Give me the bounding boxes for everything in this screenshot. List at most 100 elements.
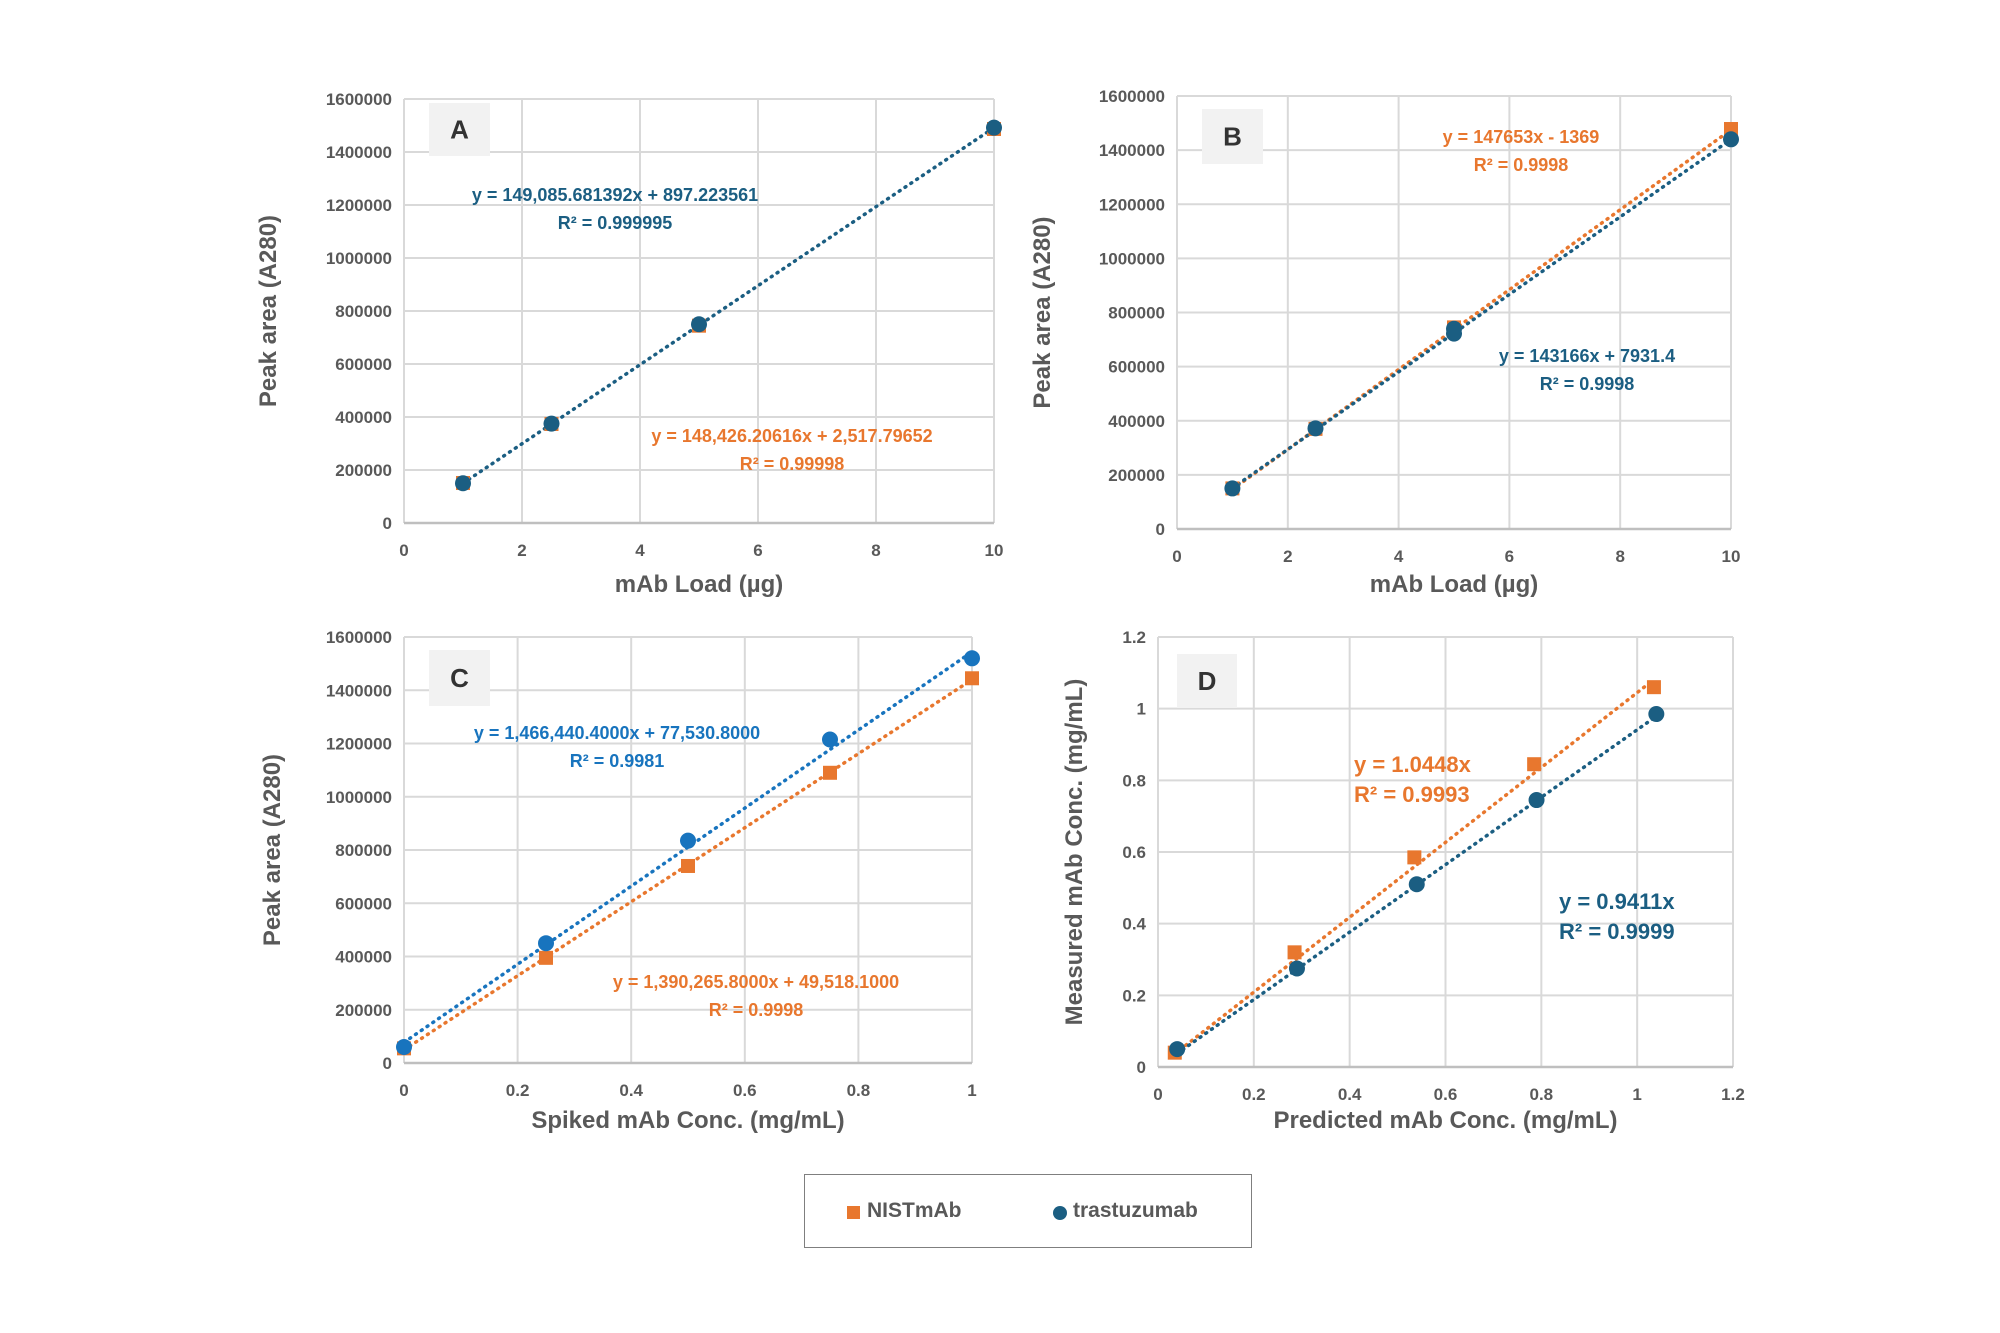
y-tick-label: 1000000: [1099, 249, 1165, 268]
trendline-equation: y = 1.0448x: [1354, 752, 1472, 777]
y-tick-label: 600000: [335, 894, 392, 913]
data-point-square: [539, 950, 553, 965]
y-tick-label: 1400000: [326, 681, 392, 700]
x-tick-label: 1.2: [1721, 1085, 1745, 1104]
legend-label-trastuzumab: trastuzumab: [1073, 1199, 1198, 1222]
x-tick-label: 0.8: [847, 1081, 871, 1100]
x-tick-label: 0.2: [506, 1081, 530, 1100]
x-tick-label: 0.2: [1242, 1085, 1266, 1104]
data-point-circle: [1224, 480, 1241, 497]
x-tick-label: 8: [1615, 547, 1624, 566]
trendline-nistmab: [1173, 677, 1656, 1056]
trendline-equation: y = 148,426.20616x + 2,517.79652: [651, 426, 932, 446]
panel-label: D: [1198, 666, 1217, 696]
chart-panel-a: 0 200000 400000 600000 800000 1000000 1200000 1…: [255, 90, 1003, 598]
y-tick-label: 200000: [335, 1001, 392, 1020]
y-tick-label: 1.2: [1122, 628, 1146, 647]
x-tick-label: 0: [399, 541, 408, 560]
data-point-circle: [543, 415, 560, 432]
x-tick-label: 8: [871, 541, 880, 560]
y-tick-label: 1400000: [1099, 141, 1165, 160]
y-tick-label: 800000: [335, 841, 392, 860]
x-tick-label: 0.4: [619, 1081, 643, 1100]
x-tick-label: 6: [1505, 547, 1514, 566]
r-squared-label: R² = 0.9999: [1559, 919, 1675, 944]
x-axis-title: Predicted mAb Conc. (mg/mL): [1273, 1107, 1617, 1134]
x-tick-label: 0.6: [1434, 1085, 1458, 1104]
y-tick-label: 1200000: [326, 735, 392, 754]
data-point-square: [1527, 757, 1542, 772]
trendline-equation: y = 1,390,265.8000x + 49,518.1000: [613, 972, 899, 992]
panel-label: C: [450, 663, 469, 693]
data-point-circle: [986, 119, 1002, 136]
y-tick-label: 0: [383, 1054, 392, 1073]
y-tick-label: 1000000: [326, 788, 392, 807]
y-tick-label: 0.2: [1122, 986, 1146, 1005]
y-tick-label: 0.8: [1122, 771, 1146, 790]
x-tick-label: 0: [1172, 547, 1181, 566]
chart-panel-c: 0 200000 400000 600000 800000 1000000 1200000 1…: [259, 628, 980, 1134]
data-point-circle: [538, 935, 554, 952]
x-axis-title: mAb Load (µg): [1370, 571, 1538, 598]
chart-panel-b: 0 200000 400000 600000 800000 1000000 1200000 1…: [1029, 87, 1740, 598]
trendline-equation: y = 143166x + 7931.4: [1499, 346, 1675, 366]
legend-square-icon: [847, 1206, 860, 1219]
r-squared-label: R² = 0.999995: [558, 213, 673, 233]
x-tick-label: 2: [517, 541, 526, 560]
trendline-nistmab: [402, 677, 974, 1052]
legend-circle-icon: [1053, 1206, 1067, 1220]
y-tick-label: 0.6: [1122, 843, 1146, 862]
x-tick-label: 10: [1722, 547, 1741, 566]
data-point-circle: [680, 832, 696, 849]
panel-label-box: [429, 103, 490, 156]
y-tick-label: 0: [1156, 520, 1165, 539]
x-tick-label: 10: [985, 541, 1004, 560]
trendline-equation: y = 0.9411x: [1559, 889, 1675, 914]
trendline-equation: y = 149,085.681392x + 897.223561: [472, 185, 758, 205]
x-tick-label: 4: [635, 541, 645, 560]
x-axis-title: Spiked mAb Conc. (mg/mL): [531, 1107, 844, 1134]
r-squared-label: R² = 0.9998: [709, 1000, 804, 1020]
data-point-circle: [822, 731, 838, 748]
x-tick-label: 0: [399, 1081, 408, 1100]
x-tick-label: 0.6: [733, 1081, 757, 1100]
data-point-circle: [1723, 131, 1739, 148]
y-axis-title: Peak area (A280): [259, 754, 286, 946]
y-tick-label: 200000: [335, 461, 392, 480]
data-point-circle: [1648, 706, 1665, 723]
x-tick-label: 1: [1632, 1085, 1641, 1104]
y-tick-label: 0: [1137, 1058, 1146, 1077]
data-point-circle: [1288, 960, 1305, 977]
y-tick-label: 1000000: [326, 249, 392, 268]
trendline-equation: y = 1,466,440.4000x + 77,530.8000: [474, 723, 760, 743]
r-squared-label: R² = 0.9993: [1354, 782, 1470, 807]
panel-label-box: [1202, 109, 1263, 164]
y-tick-label: 800000: [335, 302, 392, 321]
data-point-circle: [1307, 420, 1324, 437]
x-tick-label: 4: [1394, 547, 1404, 566]
chart-panel-d: 0 0.2 0.4 0.6 0.8 1 1.2 0 0.2 0.4 0.6 0.8 1 1.2 Predic…: [1061, 628, 1745, 1134]
y-tick-label: 1: [1137, 700, 1146, 719]
data-point-circle: [1408, 876, 1425, 893]
trendline-trastuzumab: [1230, 137, 1733, 490]
x-tick-label: 2: [1283, 547, 1292, 566]
trendline-nistmab: [1230, 128, 1733, 492]
x-tick-label: 6: [753, 541, 762, 560]
y-tick-label: 1600000: [1099, 87, 1165, 106]
r-squared-label: R² = 0.9981: [570, 751, 665, 771]
data-point-circle: [964, 650, 980, 667]
data-point-square: [681, 858, 695, 873]
data-point-circle: [455, 475, 471, 492]
data-point-circle: [1169, 1041, 1186, 1058]
panel-label: B: [1223, 122, 1242, 152]
y-tick-label: 400000: [1108, 412, 1165, 431]
y-tick-label: 200000: [1108, 466, 1165, 485]
x-axis-title: mAb Load (µg): [615, 571, 783, 598]
data-point-square: [823, 765, 837, 780]
data-point-square: [965, 671, 979, 686]
y-tick-label: 800000: [1108, 304, 1165, 323]
y-tick-label: 1400000: [326, 143, 392, 162]
panel-label-box: [1177, 654, 1237, 708]
